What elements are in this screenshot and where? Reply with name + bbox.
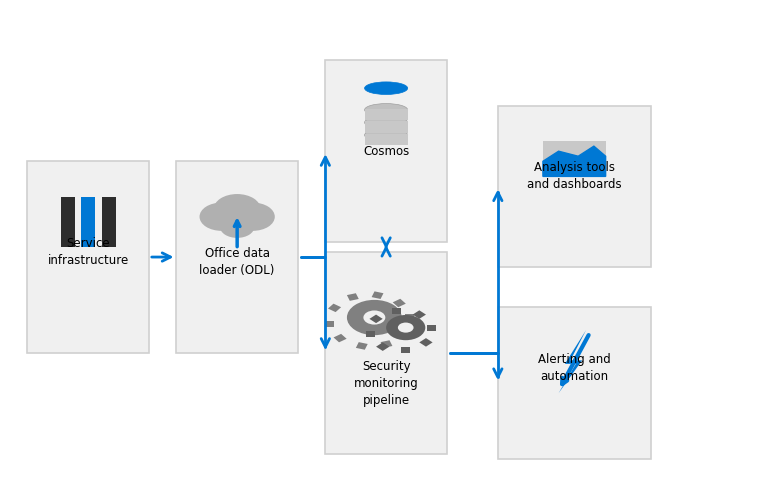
Circle shape [397,323,413,333]
Bar [372,291,383,299]
Circle shape [213,194,261,224]
Bar [391,308,401,314]
Circle shape [230,203,275,231]
Text: Cosmos: Cosmos [363,145,409,158]
Bar [356,342,368,350]
Ellipse shape [365,103,408,116]
Polygon shape [558,330,586,393]
Circle shape [220,216,254,238]
FancyBboxPatch shape [176,161,298,353]
Text: Service
infrastructure: Service infrastructure [48,237,129,267]
Bar [405,314,414,321]
Ellipse shape [365,129,408,142]
Circle shape [386,315,425,340]
Ellipse shape [365,82,408,95]
Bar [102,197,116,247]
Bar [333,334,347,342]
Bar [365,134,408,145]
Bar [365,331,375,337]
FancyBboxPatch shape [325,60,447,242]
Bar [398,329,412,338]
Text: Security
monitoring
pipeline: Security monitoring pipeline [354,359,419,407]
Bar [376,342,390,351]
Bar [82,197,96,247]
Bar [412,310,426,319]
Bar [401,347,411,353]
Bar [328,303,341,312]
Bar [325,321,334,327]
FancyBboxPatch shape [498,106,651,267]
Ellipse shape [365,116,408,129]
Bar [61,197,75,247]
Bar [365,121,408,133]
Polygon shape [543,146,606,176]
Circle shape [363,310,385,325]
Bar [426,325,436,331]
Bar [393,299,406,307]
Text: Analysis tools
and dashboards: Analysis tools and dashboards [527,161,622,192]
Bar [419,338,433,347]
Circle shape [199,203,244,231]
Bar [380,340,393,348]
FancyBboxPatch shape [498,307,651,459]
Text: Alerting and
automation: Alerting and automation [538,353,611,383]
Circle shape [347,300,401,335]
Bar [347,293,359,301]
Bar [369,314,383,323]
Bar [543,141,605,176]
Bar [365,109,408,120]
FancyBboxPatch shape [325,252,447,454]
FancyBboxPatch shape [27,161,149,353]
Text: Office data
loader (ODL): Office data loader (ODL) [199,247,275,277]
